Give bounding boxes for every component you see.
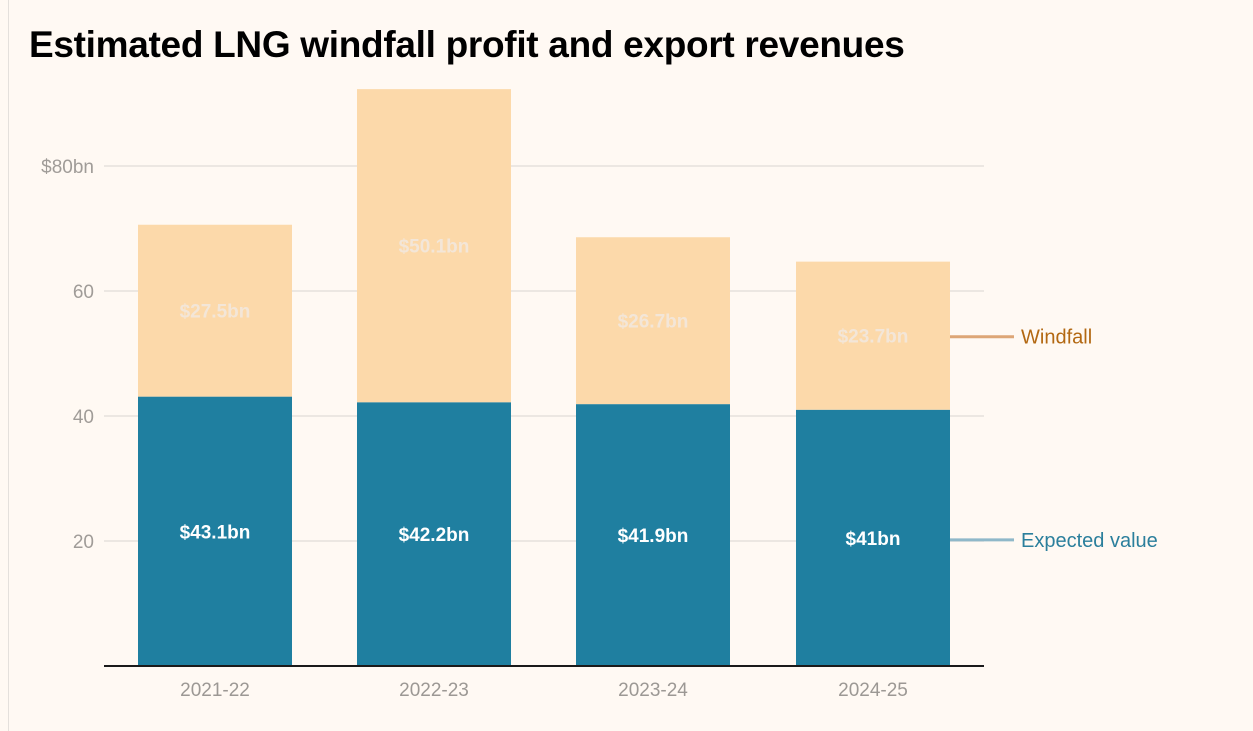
legend-label-expected-value: Expected value (1021, 530, 1158, 552)
bar-windfall (796, 261, 950, 410)
data-label-windfall: $27.5bn (180, 302, 251, 323)
x-tick-label: 2023-24 (618, 680, 688, 701)
data-label-expected: $43.1bn (180, 522, 251, 543)
data-label-windfall: $23.7bn (838, 327, 909, 348)
x-tick-label: 2022-23 (399, 680, 469, 701)
data-label-windfall: $26.7bn (618, 312, 689, 333)
y-tick-label: $80bn (41, 157, 94, 178)
bar-windfall (357, 89, 511, 403)
x-tick-label: 2021-22 (180, 680, 250, 701)
bar-expected-value (796, 409, 950, 666)
data-label-expected: $41bn (846, 529, 901, 550)
bar-expected-value (357, 402, 511, 666)
data-label-windfall: $50.1bn (399, 237, 470, 258)
y-tick-label: 20 (73, 532, 94, 553)
data-label-expected: $42.2bn (399, 525, 470, 546)
left-border (8, 0, 9, 731)
y-tick-label: 40 (73, 407, 94, 428)
legend-label-windfall: Windfall (1021, 327, 1092, 349)
x-tick-label: 2024-25 (838, 680, 908, 701)
bar-expected-value (138, 396, 292, 666)
bar-windfall (138, 224, 292, 397)
bar-expected-value (576, 404, 730, 666)
y-tick-label: 60 (73, 282, 94, 303)
chart-title: Estimated LNG windfall profit and export… (29, 24, 905, 65)
data-label-expected: $41.9bn (618, 526, 689, 547)
bar-windfall (576, 237, 730, 405)
